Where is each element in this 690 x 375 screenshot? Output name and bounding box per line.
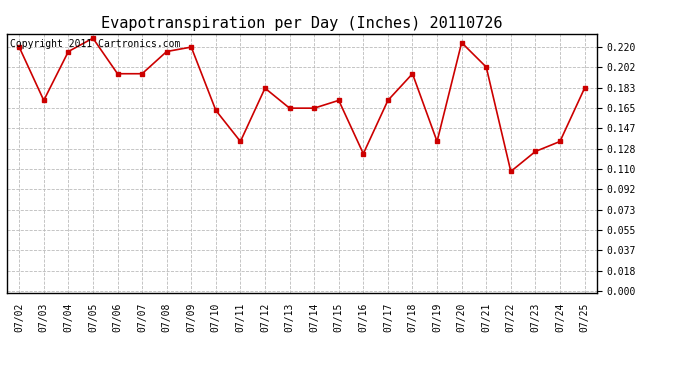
Title: Evapotranspiration per Day (Inches) 20110726: Evapotranspiration per Day (Inches) 2011…: [101, 16, 502, 31]
Text: Copyright 2011 Cartronics.com: Copyright 2011 Cartronics.com: [10, 39, 180, 49]
